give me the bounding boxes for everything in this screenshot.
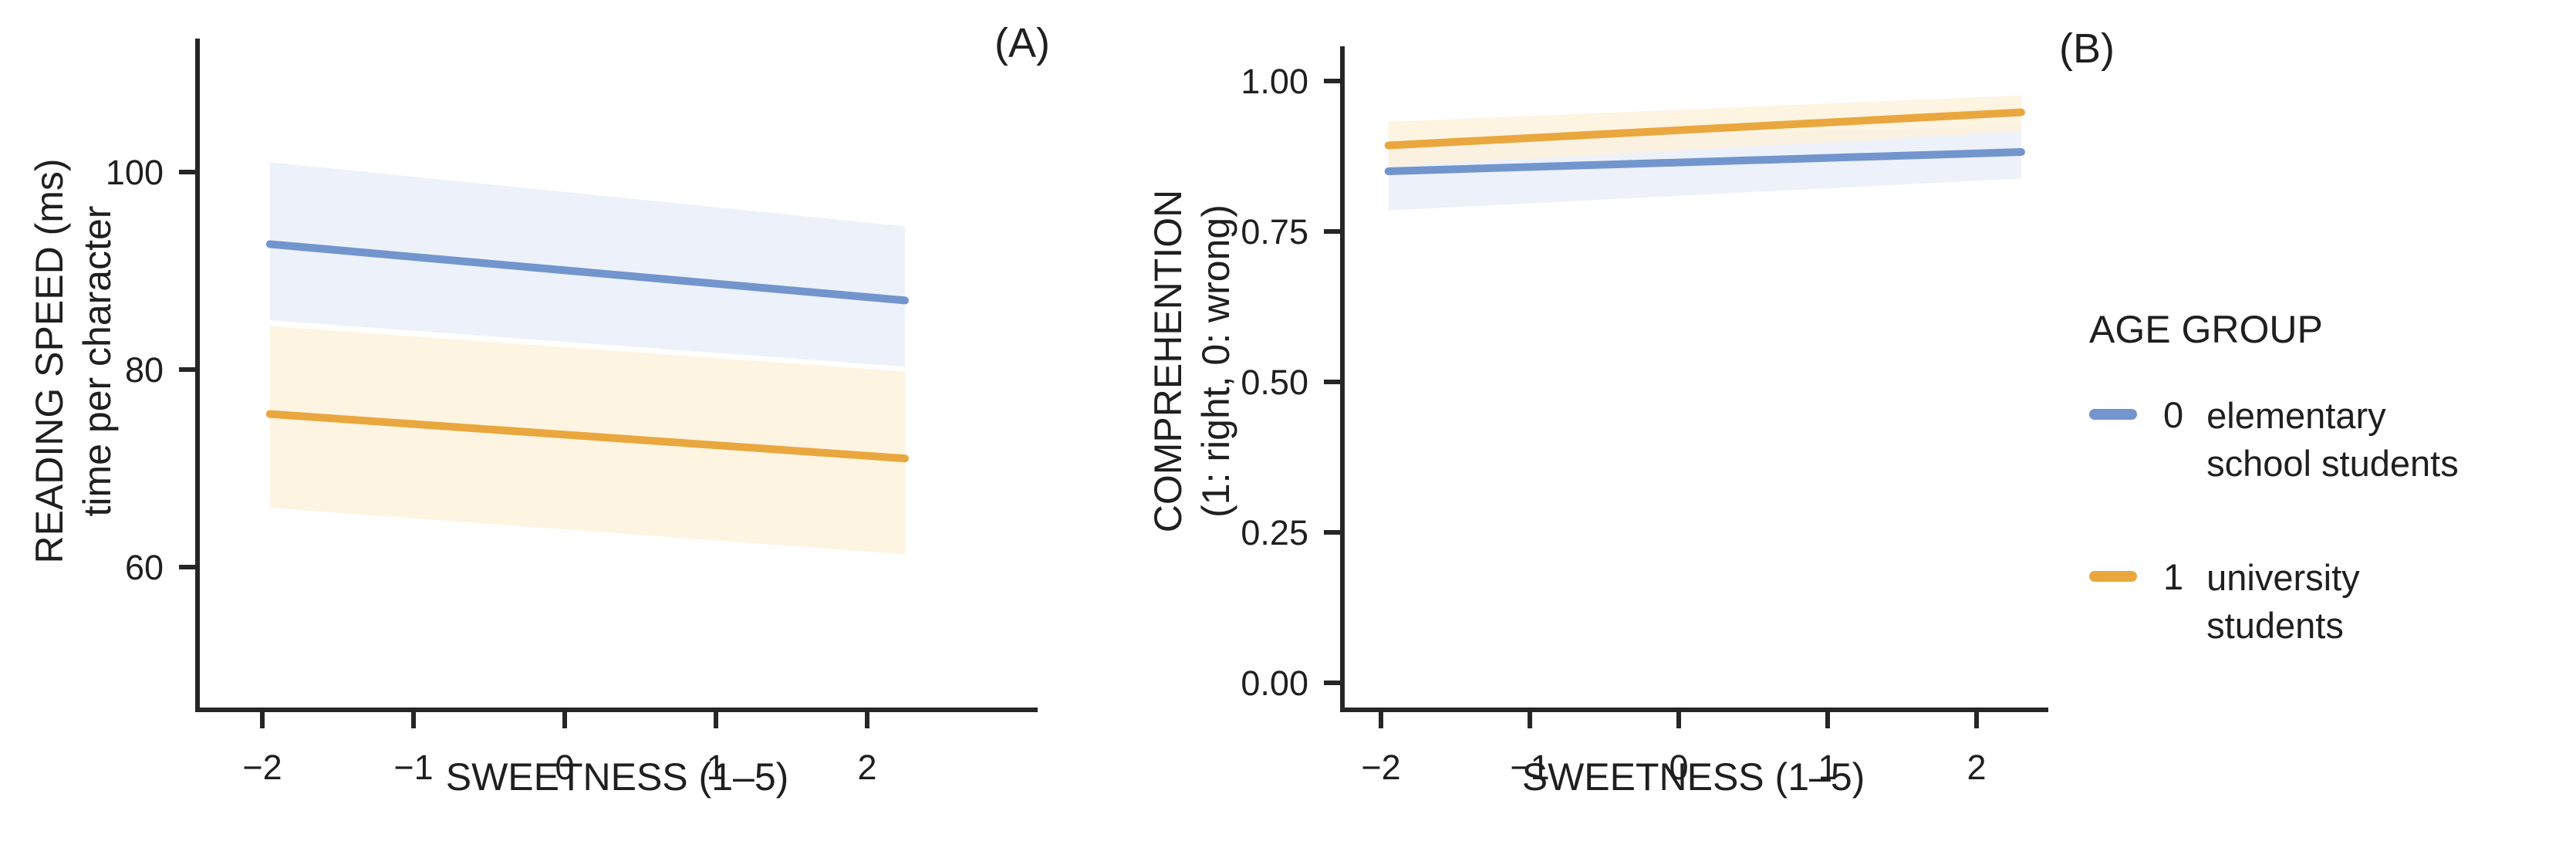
panel-a-x-tick-label: 0 [555, 748, 574, 787]
legend-swatch-university-icon [2089, 571, 2137, 582]
panel-a-x-tick-label: 1 [706, 748, 725, 787]
panel-b-x-tick-label: −1 [1510, 748, 1549, 787]
panel-b-y-tick-label: 1.00 [1241, 62, 1308, 101]
panel-b-line-university [1384, 108, 2025, 150]
panel-b-x-tick-label: 1 [1818, 748, 1837, 787]
panel-a-axes [195, 39, 1038, 712]
legend-label-elementary-line2: school students [2206, 443, 2459, 484]
legend-label-university-line2: students [2206, 605, 2344, 646]
panel-b-plot: 1.00 0.75 0.50 0.25 0.00 −2 −1 0 1 2 [1241, 46, 2048, 787]
panel-a-tag: (A) [994, 20, 1050, 66]
panel-b-y-tick-label: 0.00 [1241, 664, 1308, 703]
panel-a-x-tick-label: −1 [393, 748, 433, 787]
panel-a-y-tick-label: 100 [106, 153, 164, 192]
panel-a-ribbon-elementary [269, 162, 905, 367]
legend: AGE GROUP 0 elementary school students 1… [2089, 307, 2576, 716]
panel-a-ribbon-university [269, 326, 905, 555]
legend-label-university: university students [2206, 554, 2360, 650]
panel-b-y-tick-label: 0.75 [1241, 212, 1308, 252]
panel-a-y-axis-label: READING SPEED (ms) time per character [25, 6, 121, 716]
panel-b-y-tick-label: 0.50 [1241, 363, 1308, 402]
legend-key-elementary: 0 [2163, 394, 2184, 435]
panel-b-y-axis-label: COMPREHENTION (1: right, 0: wrong) [1144, 6, 1240, 716]
legend-key-university: 1 [2163, 556, 2184, 597]
panel-b-axes [1340, 46, 2048, 712]
panel-a-line-university [265, 410, 909, 463]
panel-b-x-tick-label: 2 [1967, 748, 1986, 787]
panel-a-x-tick-label: −2 [242, 748, 282, 787]
panel-b-line-elementary [1384, 148, 2025, 175]
panel-b-y-label-line2: (1: right, 0: wrong) [1194, 204, 1237, 518]
legend-label-elementary: elementary school students [2206, 392, 2459, 488]
panel-a-y-label-line1: READING SPEED (ms) [28, 158, 71, 564]
panel-b-x-axis-label: SWEETNESS (1–5) [1521, 755, 1865, 799]
panel-a-y-tick-label: 60 [125, 548, 164, 587]
legend-swatch-elementary-icon [2089, 409, 2137, 420]
panel-a-y-tick-label: 80 [125, 350, 164, 390]
panel-b-x-tick-label: −2 [1361, 748, 1400, 787]
panel-a-x-axis-label: SWEETNESS (1–5) [445, 755, 789, 799]
legend-item-elementary: 0 elementary school students [2089, 392, 2576, 488]
panel-b-x-tick-label: 0 [1669, 748, 1688, 787]
legend-item-university: 1 university students [2089, 554, 2576, 650]
panel-b-y-label-line1: COMPREHENTION [1146, 189, 1190, 533]
panel-b-tag: (B) [2059, 25, 2115, 72]
panel-b-y-tick-label: 0.25 [1241, 513, 1308, 552]
panel-a-x-tick-label: 2 [857, 748, 876, 787]
panel-a-plot: 100 80 60 −2 −1 0 1 2 [106, 39, 1038, 787]
legend-title: AGE GROUP [2089, 308, 2323, 351]
legend-label-university-line1: university [2206, 557, 2360, 598]
legend-label-elementary-line1: elementary [2206, 395, 2386, 436]
panel-a-y-label-line2: time per character [76, 205, 119, 517]
panel-a-line-elementary [265, 240, 909, 305]
